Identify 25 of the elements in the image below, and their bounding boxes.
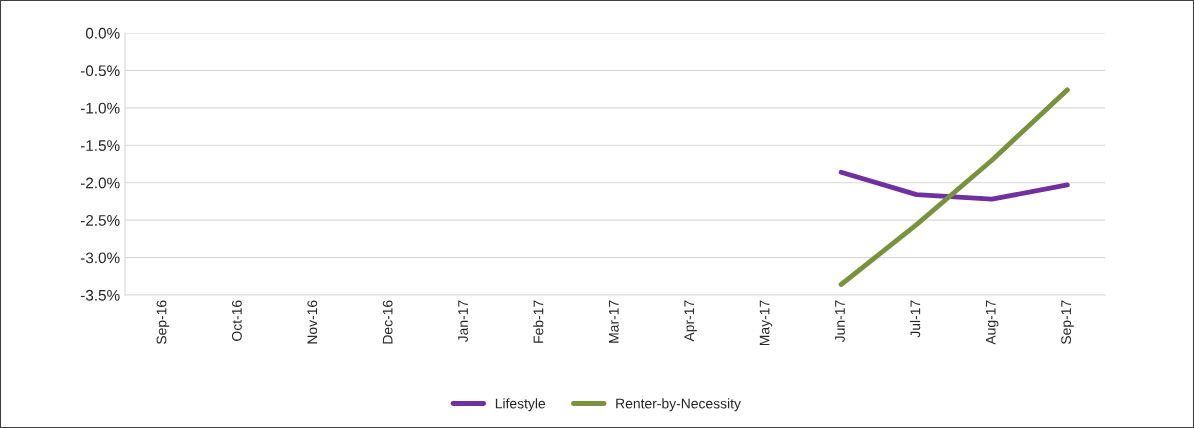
x-tick-label: Jul-17 (910, 300, 921, 338)
legend-label: Renter-by-Necessity (616, 398, 741, 412)
y-tick-label: -1.0% (80, 102, 120, 114)
x-tick-label: Dec-16 (382, 300, 393, 344)
x-tick-label: Feb-17 (533, 300, 544, 343)
legend-label: Lifestyle (495, 398, 546, 412)
x-tick-label: Sep-17 (1061, 300, 1074, 345)
x-tick-label: Oct-16 (231, 300, 242, 341)
x-tick-label: Nov-16 (307, 300, 318, 344)
x-tick-label: Aug-17 (985, 300, 999, 345)
y-tick-label: -1.5% (80, 140, 120, 151)
y-tick-label: -0.5% (80, 65, 120, 77)
y-tick-label: -3.0% (80, 252, 120, 264)
line-series (838, 87, 1070, 287)
x-tick-label: Jun-17 (835, 300, 845, 343)
x-tick-label: Apr-17 (684, 300, 697, 342)
x-tick-label: Sep-16 (156, 300, 170, 345)
x-tick-label: May-17 (759, 300, 773, 346)
y-tick-label: -2.0% (80, 177, 120, 189)
x-tick-label: Jan-17 (458, 300, 468, 343)
y-tick-label: 0.0% (85, 27, 120, 39)
line-series (838, 169, 1070, 202)
y-tick-label: -2.5% (80, 215, 120, 226)
y-tick-label: -3.5% (80, 289, 120, 301)
x-tick-label: Mar-17 (609, 300, 619, 343)
